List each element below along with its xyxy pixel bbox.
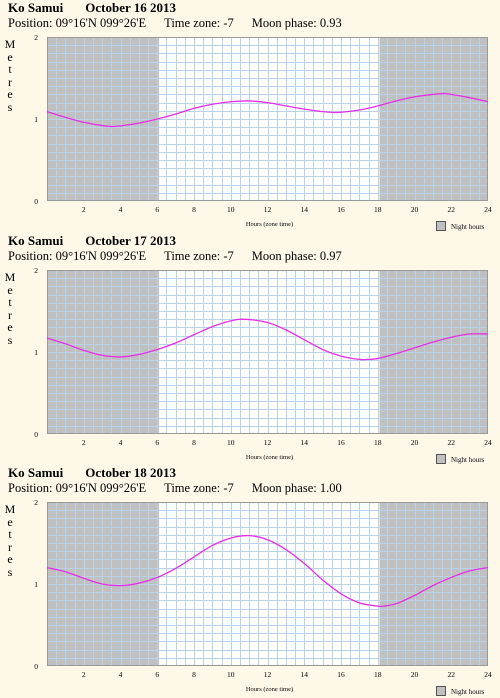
y-tick-label: 2	[34, 498, 38, 507]
x-tick-label: 18	[374, 670, 382, 679]
chart-subtitle: Position: 09°16'N 099°26'E Time zone: -7 M…	[8, 249, 360, 264]
place-name: Ko Samui	[8, 0, 64, 15]
x-tick-label: 20	[411, 438, 419, 447]
timezone-text: Time zone: -7	[164, 481, 234, 495]
x-tick-label: 10	[227, 438, 235, 447]
night-legend-label: Night hours	[451, 223, 485, 231]
night-legend-label: Night hours	[451, 456, 485, 464]
timezone-text: Time zone: -7	[164, 249, 234, 263]
tide-height-line	[46, 318, 489, 361]
chart-date: October 17 2013	[85, 233, 177, 248]
x-tick-label: 22	[448, 438, 456, 447]
night-legend-swatch	[436, 686, 446, 696]
x-tick-label: 14	[301, 205, 309, 214]
moon-phase-text: Moon phase: 0.93	[251, 16, 342, 30]
x-tick-label: 12	[264, 438, 272, 447]
tide-height-line	[46, 92, 489, 128]
x-axis-label: Hours (zone time)	[246, 454, 293, 461]
plot-border	[47, 502, 488, 666]
y-tick-label: 0	[34, 662, 38, 671]
x-tick-label: 24	[484, 205, 492, 214]
tide-panel: Ko Samui October 18 2013 Position: 09°16'N…	[0, 465, 500, 697]
x-tick-label: 4	[119, 670, 123, 679]
x-tick-label: 24	[484, 438, 492, 447]
x-tick-label: 10	[227, 670, 235, 679]
x-tick-label: 14	[301, 670, 309, 679]
y-tick-label: 2	[34, 33, 38, 42]
x-tick-label: 22	[448, 670, 456, 679]
x-tick-label: 12	[264, 670, 272, 679]
timezone-text: Time zone: -7	[164, 16, 234, 30]
y-tick-label: 0	[34, 197, 38, 206]
x-tick-label: 8	[192, 438, 196, 447]
x-tick-label: 12	[264, 205, 272, 214]
y-tick-label: 2	[34, 266, 38, 275]
x-tick-label: 18	[374, 438, 382, 447]
x-tick-label: 16	[337, 438, 345, 447]
x-tick-label: 10	[227, 205, 235, 214]
y-tick-label: 1	[34, 580, 38, 589]
moon-phase-text: Moon phase: 1.00	[251, 481, 342, 495]
chart-date: October 18 2013	[85, 465, 177, 480]
tide-panel: Ko Samui October 16 2013 Position: 09°16'N…	[0, 0, 500, 232]
x-tick-label: 6	[155, 438, 159, 447]
position-text: Position: 09°16'N 099°26'E	[8, 249, 147, 263]
x-tick-label: 2	[82, 205, 86, 214]
x-tick-label: 6	[155, 670, 159, 679]
y-tick-label: 1	[34, 348, 38, 357]
night-legend-swatch	[436, 454, 446, 464]
chart-subtitle: Position: 09°16'N 099°26'E Time zone: -7 M…	[8, 16, 360, 31]
chart-title: Ko Samui October 18 2013	[8, 465, 176, 481]
y-tick-label: 0	[34, 430, 38, 439]
night-legend-label: Night hours	[451, 688, 485, 696]
x-axis-label: Hours (zone time)	[246, 686, 293, 693]
x-tick-label: 22	[448, 205, 456, 214]
x-tick-label: 18	[374, 205, 382, 214]
x-tick-label: 16	[337, 670, 345, 679]
chart-title: Ko Samui October 16 2013	[8, 0, 176, 16]
chart-date: October 16 2013	[85, 0, 177, 15]
night-legend-swatch	[436, 221, 446, 231]
chart-title: Ko Samui October 17 2013	[8, 233, 176, 249]
x-tick-label: 8	[192, 205, 196, 214]
x-axis-label: Hours (zone time)	[246, 221, 293, 228]
place-name: Ko Samui	[8, 465, 64, 480]
x-tick-label: 8	[192, 670, 196, 679]
tide-panel: Ko Samui October 17 2013 Position: 09°16'N…	[0, 233, 500, 465]
y-tick-label: 1	[34, 115, 38, 124]
x-tick-label: 6	[155, 205, 159, 214]
position-text: Position: 09°16'N 099°26'E	[8, 16, 147, 30]
grid	[47, 270, 488, 434]
x-tick-label: 24	[484, 670, 492, 679]
plot-border	[47, 270, 488, 434]
tide-height-line	[46, 534, 489, 608]
moon-phase-text: Moon phase: 0.97	[251, 249, 342, 263]
x-tick-label: 4	[119, 205, 123, 214]
x-tick-label: 16	[337, 205, 345, 214]
x-tick-label: 4	[119, 438, 123, 447]
x-tick-label: 14	[301, 438, 309, 447]
place-name: Ko Samui	[8, 233, 64, 248]
x-tick-label: 20	[411, 205, 419, 214]
x-tick-label: 20	[411, 670, 419, 679]
plot-border	[47, 37, 488, 201]
x-tick-label: 2	[82, 670, 86, 679]
x-tick-label: 2	[82, 438, 86, 447]
chart-subtitle: Position: 09°16'N 099°26'E Time zone: -7 M…	[8, 481, 360, 496]
position-text: Position: 09°16'N 099°26'E	[8, 481, 147, 495]
grid	[47, 37, 488, 201]
